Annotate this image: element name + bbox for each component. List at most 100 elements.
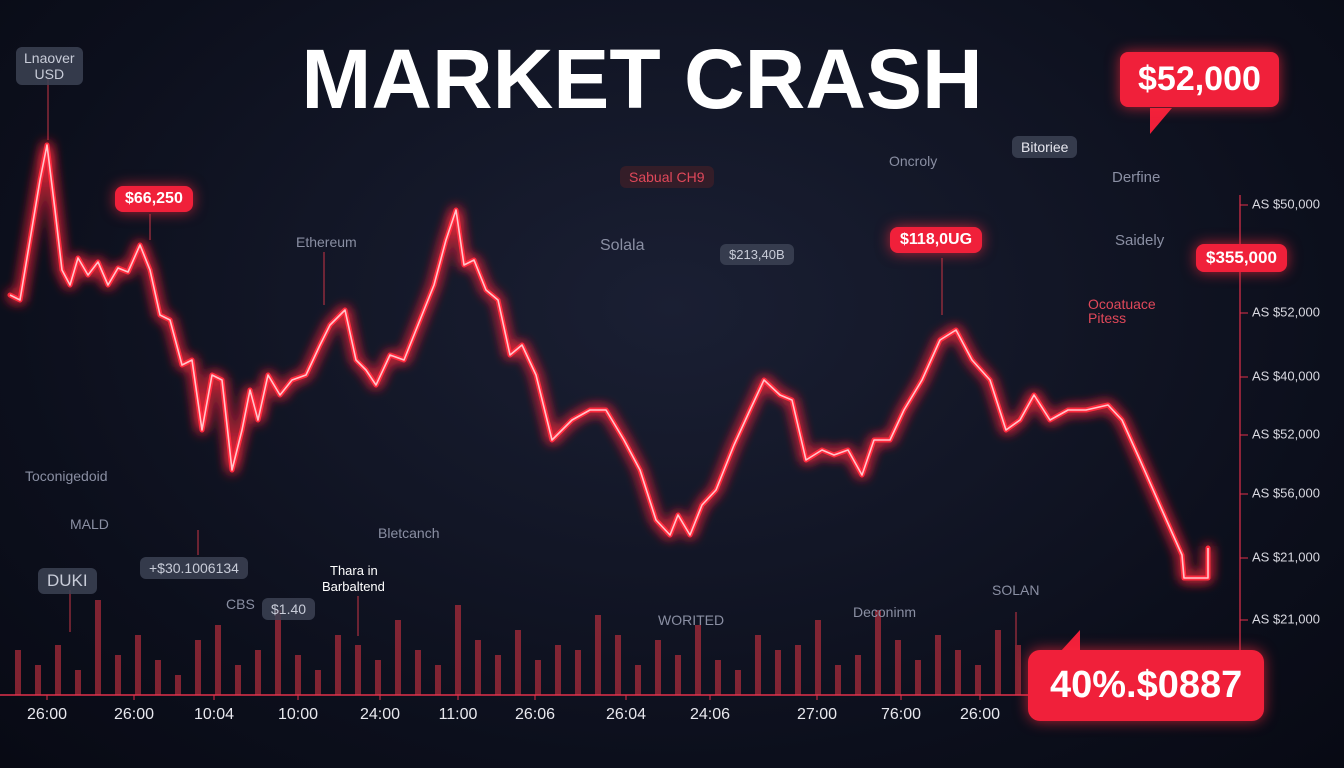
- label: MALD: [70, 516, 109, 532]
- volume-bar: [815, 620, 821, 695]
- label: Ocoatuace: [1088, 296, 1156, 312]
- volume-bar: [735, 670, 741, 695]
- volume-bar: [495, 655, 501, 695]
- volume-bar: [855, 655, 861, 695]
- volume-bar: [655, 640, 661, 695]
- volume-bar: [995, 630, 1001, 695]
- volume-bar: [875, 610, 881, 695]
- volume-bar: [395, 620, 401, 695]
- label: Saidely: [1115, 232, 1165, 249]
- volume-bar: [595, 615, 601, 695]
- x-tick-label: 26:00: [27, 706, 67, 723]
- volume-bar: [115, 655, 121, 695]
- chart-title: MARKET CRASH: [301, 32, 982, 126]
- volume-bar: [895, 640, 901, 695]
- volume-bar: [155, 660, 161, 695]
- label: Toconigedoid: [25, 468, 108, 484]
- axis-label: AS $52,000: [1252, 426, 1320, 441]
- volume-bar: [135, 635, 141, 695]
- volume-bars: [15, 600, 1021, 695]
- label: Solala: [600, 237, 645, 254]
- price-line-core: [9, 144, 1209, 579]
- axis-label: AS $52,000: [1252, 304, 1320, 319]
- label: Derfine: [1112, 169, 1161, 186]
- label: Deconinm: [853, 604, 917, 620]
- volume-bar: [35, 665, 41, 695]
- label: Bletcanch: [378, 525, 440, 541]
- callout-tail: [1150, 108, 1172, 134]
- volume-bar: [275, 610, 281, 695]
- label: Sabual CH9: [620, 166, 714, 188]
- volume-bar: [215, 625, 221, 695]
- volume-bar: [755, 635, 761, 695]
- axis-label: AS $21,000: [1252, 549, 1320, 564]
- price-callout: $355,000: [1196, 244, 1287, 272]
- volume-bar: [475, 640, 481, 695]
- volume-bar: [695, 625, 701, 695]
- callout-tail: [1060, 630, 1080, 652]
- volume-bar: [195, 640, 201, 695]
- volume-bar: [775, 650, 781, 695]
- label: Lnaover: [24, 50, 75, 66]
- volume-bar: [515, 630, 521, 695]
- label: DUKI: [38, 568, 97, 594]
- volume-bar: [535, 660, 541, 695]
- price-callout: $118,0UG: [890, 227, 983, 253]
- badge: Lnaover USD: [16, 47, 83, 85]
- volume-bar: [955, 650, 961, 695]
- volume-bar: [795, 645, 801, 695]
- volume-bar: [75, 670, 81, 695]
- volume-bar: [315, 670, 321, 695]
- volume-bar: [235, 665, 241, 695]
- volume-bar: [675, 655, 681, 695]
- x-tick-label: 26:00: [114, 706, 154, 723]
- volume-bar: [375, 660, 381, 695]
- volume-bar: [835, 665, 841, 695]
- volume-bar: [415, 650, 421, 695]
- label: USD: [34, 66, 65, 82]
- axis-label: AS $50,000: [1252, 196, 1320, 211]
- x-tick-label: 26:00: [960, 706, 1000, 723]
- label: SOLAN: [992, 582, 1040, 598]
- volume-bar: [715, 660, 721, 695]
- label: +$30.1006134: [140, 557, 248, 579]
- volume-bar: [635, 665, 641, 695]
- volume-bar: [555, 645, 561, 695]
- volume-bar: [95, 600, 101, 695]
- label: Oncroly: [889, 153, 938, 169]
- axis-label: AS $21,000: [1252, 611, 1320, 626]
- volume-bar: [295, 655, 301, 695]
- volume-bar: [435, 665, 441, 695]
- x-tick-label: 76:00: [881, 706, 921, 723]
- volume-bar: [15, 650, 21, 695]
- volume-bar: [175, 675, 181, 695]
- volume-bar: [575, 650, 581, 695]
- volume-bar: [1015, 645, 1021, 695]
- volume-bar: [55, 645, 61, 695]
- volume-bar: [335, 635, 341, 695]
- label: CBS: [226, 596, 255, 612]
- connectors: [47, 78, 1241, 690]
- x-tick-label: 10:00: [278, 706, 318, 723]
- volume-bar: [615, 635, 621, 695]
- label: $1.40: [262, 598, 316, 620]
- x-tick-label: 24:06: [690, 706, 730, 723]
- x-tick-label: 26:04: [606, 706, 646, 723]
- x-tick-label: 24:00: [360, 706, 400, 723]
- volume-bar: [915, 660, 921, 695]
- label: Pitess: [1088, 310, 1127, 326]
- axis-label: AS $40,000: [1252, 368, 1320, 383]
- price-callout: $66,250: [115, 186, 193, 212]
- x-tick-label: 26:06: [515, 706, 555, 723]
- drop-callout: 40%.$0887: [1028, 650, 1265, 721]
- axis-label: AS $56,000: [1252, 485, 1320, 500]
- label: WORITED: [658, 612, 725, 628]
- x-tick-label: 27:00: [797, 706, 837, 723]
- volume-bar: [355, 645, 361, 695]
- label: Barbaltend: [322, 579, 385, 594]
- label: Ethereum: [296, 234, 357, 250]
- x-tick-label: 11:00: [439, 706, 478, 723]
- volume-bar: [935, 635, 941, 695]
